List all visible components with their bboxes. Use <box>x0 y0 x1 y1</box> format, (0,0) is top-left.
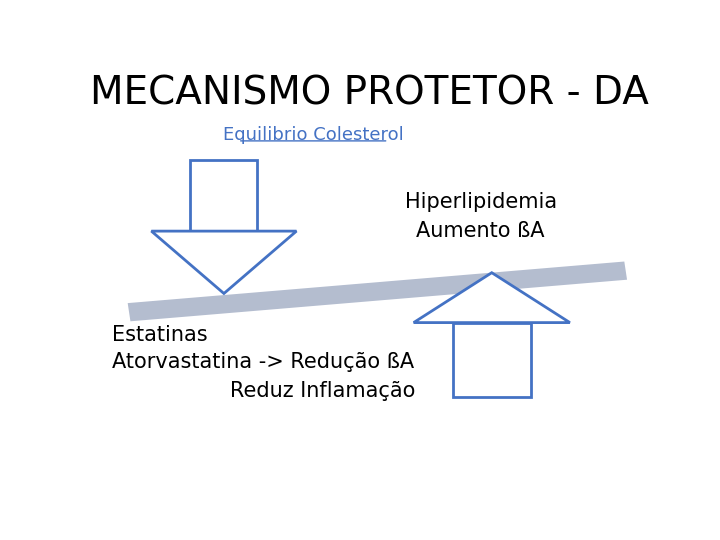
Text: Reduz Inflamação: Reduz Inflamação <box>230 381 415 401</box>
Text: Aumento ßA: Aumento ßA <box>416 221 545 241</box>
Text: Estatinas: Estatinas <box>112 325 208 345</box>
Text: Equilibrio Colesterol: Equilibrio Colesterol <box>222 126 404 145</box>
Text: Hiperlipidemia: Hiperlipidemia <box>405 192 557 212</box>
Polygon shape <box>190 160 258 231</box>
Polygon shape <box>414 273 570 322</box>
Text: Atorvastatina -> Redução ßA: Atorvastatina -> Redução ßA <box>112 352 415 372</box>
Polygon shape <box>127 261 627 321</box>
Text: MECANISMO PROTETOR - DA: MECANISMO PROTETOR - DA <box>89 75 649 113</box>
Polygon shape <box>151 231 297 294</box>
Polygon shape <box>453 322 531 397</box>
